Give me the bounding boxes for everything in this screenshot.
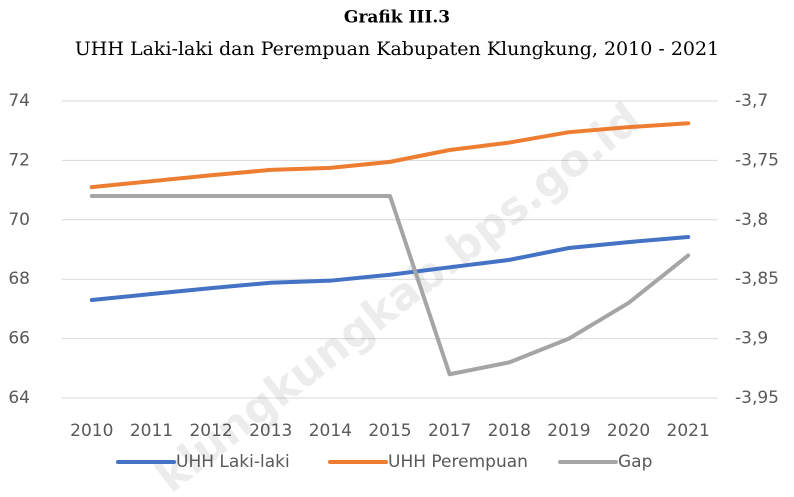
y2-tick-label: -3,75 [735, 150, 779, 170]
series-line [89, 121, 691, 190]
y2-tick-label: -3,85 [735, 269, 779, 289]
y-tick-label: 68 [8, 269, 30, 289]
chart-subtitle: UHH Laki-laki dan Perempuan Kabupaten Kl… [75, 38, 719, 60]
series-line [89, 235, 691, 302]
x-tick-label: 2021 [667, 421, 710, 441]
series-line [89, 194, 691, 377]
y-tick-label: 72 [8, 150, 30, 170]
x-tick-label: 2014 [309, 421, 352, 441]
x-tick-label: 2012 [189, 421, 232, 441]
y2-tick-label: -3,8 [735, 210, 768, 230]
y-tick-label: 74 [8, 91, 30, 111]
y-tick-label: 66 [8, 329, 30, 349]
x-tick-label: 2017 [428, 421, 471, 441]
y-tick-label: 70 [8, 210, 30, 230]
legend-label: UHH Laki-laki [176, 452, 290, 472]
x-tick-label: 2015 [368, 421, 411, 441]
y-tick-label: 64 [8, 388, 30, 408]
chart-title: Grafik III.3 [344, 8, 450, 28]
x-tick-label: 2018 [488, 421, 531, 441]
x-tick-label: 2011 [130, 421, 173, 441]
x-tick-label: 2019 [547, 421, 590, 441]
x-tick-label: 2020 [607, 421, 650, 441]
x-tick-label: 2013 [249, 421, 292, 441]
y2-tick-label: -3,95 [735, 388, 779, 408]
legend-label: UHH Perempuan [388, 452, 528, 472]
x-tick-label: 2010 [70, 421, 113, 441]
legend-label: Gap [618, 452, 652, 472]
y2-tick-label: -3,7 [735, 91, 768, 111]
y2-tick-label: -3,9 [735, 329, 768, 349]
